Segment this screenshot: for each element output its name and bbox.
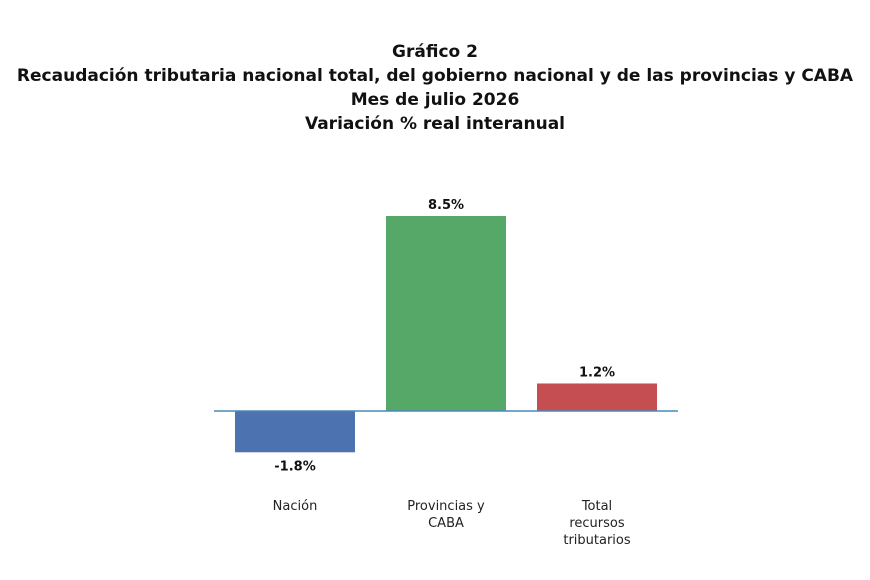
chart-title-line-2: Recaudación tributaria nacional total, d… <box>16 66 854 86</box>
category-label-2-1: recursos <box>569 516 625 531</box>
data-label-0: -1.8% <box>274 459 315 474</box>
chart-title-block: Gráfico 2 Recaudación tributaria naciona… <box>0 40 870 136</box>
chart-title-line-4: Variación % real interanual <box>304 114 565 134</box>
chart-title-line-1: Gráfico 2 <box>392 42 478 62</box>
data-label-2: 1.2% <box>579 365 615 380</box>
bar-1 <box>386 216 506 411</box>
category-label-2-2: tributarios <box>563 533 631 548</box>
category-label-1-0: Provincias y <box>407 499 485 514</box>
category-label-2-0: Total <box>581 499 612 514</box>
data-label-1: 8.5% <box>428 198 464 213</box>
bar-2 <box>537 383 657 411</box>
category-label-0-0: Nación <box>273 499 318 514</box>
bar-0 <box>235 411 355 453</box>
chart-title-line-3: Mes de julio 2026 <box>350 90 520 110</box>
category-label-1-1: CABA <box>428 516 464 531</box>
